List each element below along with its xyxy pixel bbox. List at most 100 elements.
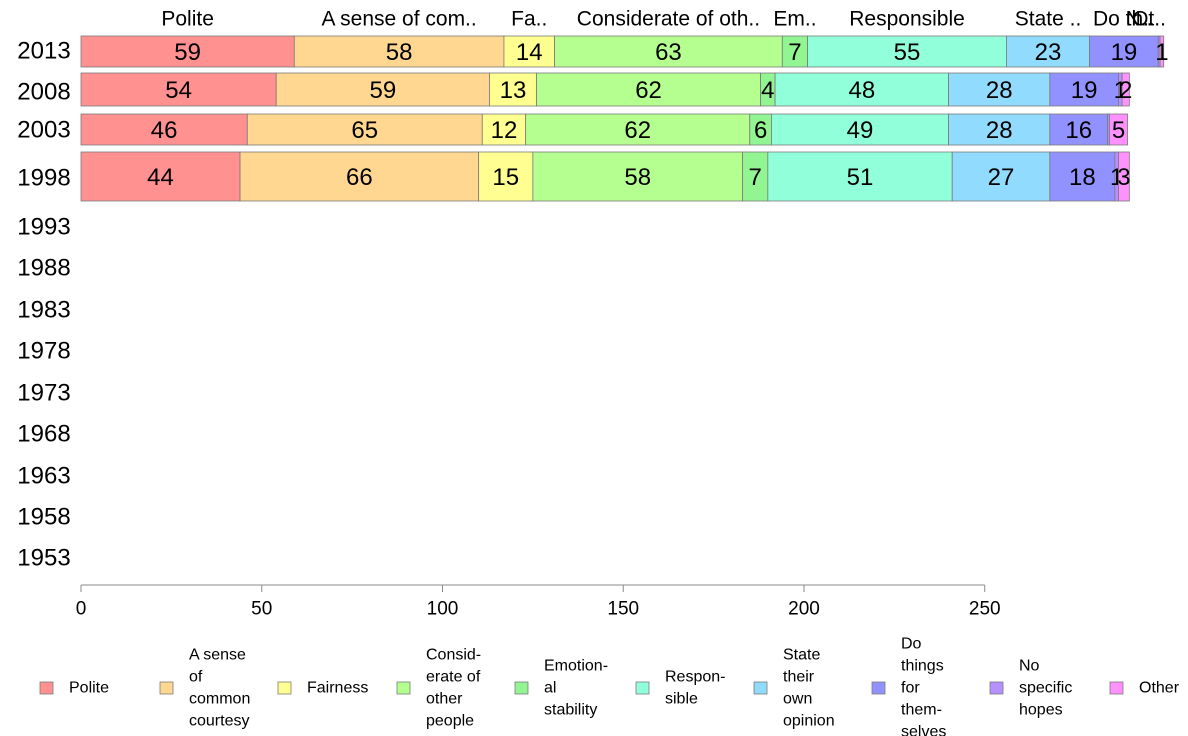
segment-value-label: 28 bbox=[986, 77, 1013, 104]
x-tick-label: 50 bbox=[251, 599, 272, 620]
year-label: 1993 bbox=[17, 214, 70, 241]
bar-segment bbox=[1118, 151, 1130, 202]
bar-segment bbox=[807, 35, 1007, 68]
legend-swatch bbox=[277, 681, 292, 695]
legend-label: Do things for them-selves bbox=[901, 636, 946, 736]
segment-value-label: 58 bbox=[624, 164, 651, 191]
bar-segment bbox=[1049, 72, 1119, 107]
bar-segment bbox=[1121, 72, 1130, 107]
segment-value-label: 55 bbox=[894, 39, 921, 66]
segment-value-label: 15 bbox=[492, 164, 519, 191]
segment-value-label: 12 bbox=[491, 117, 518, 144]
segment-value-label: 14 bbox=[516, 39, 543, 66]
segment-value-label: 13 bbox=[500, 77, 527, 104]
segment-value-label: 62 bbox=[624, 117, 651, 144]
year-label: 1988 bbox=[17, 255, 70, 282]
segment-value-label: 48 bbox=[848, 77, 875, 104]
bar-segment bbox=[1049, 113, 1109, 146]
segment-value-label: 66 bbox=[346, 164, 373, 191]
category-header-labels: Polite A sense of com.. Fa.. Considerate of… bbox=[161, 8, 1166, 31]
category-header-label: Considerate of oth.. bbox=[577, 8, 760, 31]
segment-value-label: 7 bbox=[788, 39, 801, 66]
segment-value-label: 28 bbox=[986, 117, 1013, 144]
bar-segment bbox=[1159, 35, 1165, 68]
legend-label: A sense of common courtesy bbox=[189, 647, 250, 730]
segment-value-label: 49 bbox=[847, 117, 874, 144]
segment-value-label: 54 bbox=[165, 77, 192, 104]
year-label: 1983 bbox=[17, 297, 70, 324]
category-header-label: N.. bbox=[1126, 8, 1153, 31]
legend-label: State their own opinion bbox=[783, 647, 835, 730]
segment-value-label: 63 bbox=[655, 39, 682, 66]
year-label: 1978 bbox=[17, 338, 70, 365]
segment-value-label: 27 bbox=[988, 164, 1015, 191]
segment-value-label: 51 bbox=[847, 164, 874, 191]
segment-value-label: 3 bbox=[1117, 164, 1130, 191]
legend-swatch bbox=[989, 681, 1004, 695]
bar-segment bbox=[478, 151, 534, 202]
bar-segment bbox=[1109, 113, 1128, 146]
legend-label: Consid-erate of other people bbox=[426, 647, 481, 730]
category-header-label: Ot.. bbox=[1132, 8, 1166, 31]
bar-segment bbox=[774, 72, 950, 107]
segment-value-label: 58 bbox=[386, 39, 413, 66]
legend-label: No specific hopes bbox=[1019, 658, 1072, 719]
category-header-label: Do th.. bbox=[1093, 8, 1155, 31]
legend-swatch bbox=[1109, 681, 1124, 695]
legend-swatch bbox=[753, 681, 768, 695]
bar-segment bbox=[532, 151, 743, 202]
legend-label: Other bbox=[1139, 680, 1180, 697]
category-header-label: Em.. bbox=[773, 8, 816, 31]
year-label: 1998 bbox=[17, 165, 70, 192]
legend-label: Fairness bbox=[307, 680, 368, 697]
bar-segment bbox=[503, 35, 555, 68]
segment-value-label: 44 bbox=[147, 164, 174, 191]
segment-value-label: 4 bbox=[761, 77, 774, 104]
year-label: 2013 bbox=[17, 38, 70, 65]
segment-value-label: 23 bbox=[1035, 39, 1062, 66]
category-header-label: Polite bbox=[161, 8, 214, 31]
category-header-label: State .. bbox=[1015, 8, 1082, 31]
segment-value-label: 18 bbox=[1069, 164, 1096, 191]
segment-value-label: 16 bbox=[1065, 117, 1092, 144]
legend-label: Polite bbox=[69, 680, 109, 697]
year-label: 1958 bbox=[17, 504, 70, 531]
category-header-label: Responsible bbox=[849, 8, 965, 31]
segment-value-label: 5 bbox=[1112, 117, 1125, 144]
legend-swatch bbox=[635, 681, 650, 695]
bar-segment bbox=[1089, 35, 1159, 68]
legend-swatch bbox=[514, 681, 529, 695]
year-label: 1963 bbox=[17, 463, 70, 490]
category-header-label: A sense of com.. bbox=[321, 8, 476, 31]
bar-segment bbox=[80, 151, 241, 202]
bar-segment bbox=[948, 72, 1051, 107]
bar-segment bbox=[767, 151, 953, 202]
x-tick-label: 200 bbox=[788, 599, 820, 620]
legend-swatch bbox=[39, 681, 54, 695]
bar-segments: 59 58 14 63 7 55 23 19 1 54 59 13 62 4 48 28 19 12 46 6 5 1 2 6… bbox=[80, 35, 1169, 202]
x-tick-label: 0 bbox=[76, 599, 87, 620]
category-header-label: Fa.. bbox=[511, 8, 547, 31]
bar-segment bbox=[771, 113, 950, 146]
segment-value-label: 65 bbox=[351, 117, 378, 144]
legend-swatch bbox=[396, 681, 411, 695]
segment-value-label: 62 bbox=[635, 77, 662, 104]
bar-segment bbox=[239, 151, 480, 202]
x-tick-label: 100 bbox=[427, 599, 459, 620]
segment-value-label: 19 bbox=[1071, 77, 1098, 104]
year-label: 1968 bbox=[17, 421, 70, 448]
year-label: 1973 bbox=[17, 380, 70, 407]
x-tick-label: 250 bbox=[969, 599, 1001, 620]
segment-value-label: 2 bbox=[1119, 77, 1132, 104]
segment-value-label: 59 bbox=[174, 39, 201, 66]
x-tick-label: 150 bbox=[607, 599, 639, 620]
bar-segment bbox=[536, 72, 762, 107]
segment-value-label: 59 bbox=[370, 77, 397, 104]
bar-segment bbox=[80, 113, 248, 146]
bar-segment bbox=[781, 35, 809, 68]
year-label: 2008 bbox=[17, 79, 70, 106]
year-label: 2003 bbox=[17, 117, 70, 144]
bar-segment bbox=[489, 72, 537, 107]
segment-value-label: 1 bbox=[1155, 39, 1168, 66]
